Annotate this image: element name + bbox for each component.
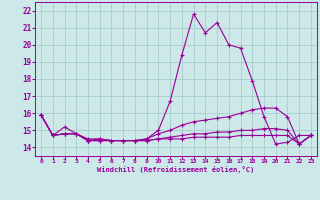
X-axis label: Windchill (Refroidissement éolien,°C): Windchill (Refroidissement éolien,°C)	[97, 166, 255, 173]
